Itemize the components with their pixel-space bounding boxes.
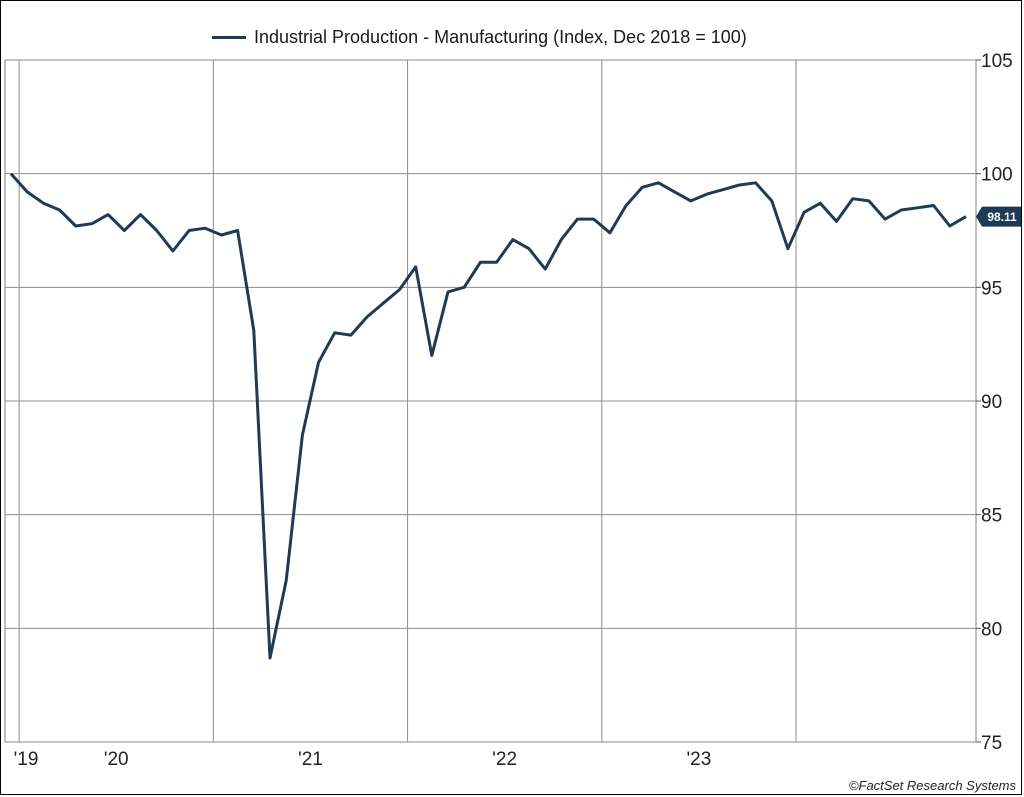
data-point [349,334,352,337]
data-point [317,361,320,364]
data-point [851,197,854,200]
data-point [268,656,271,659]
data-point [10,172,13,175]
credit-label: ©FactSet Research Systems [848,778,1016,793]
data-point [26,190,29,193]
data-point [123,229,126,232]
data-point [155,229,158,232]
y-tick-label: 95 [981,278,1002,299]
x-tick-label: '22 [492,749,517,770]
y-tick-label: 100 [981,165,1013,186]
data-point [90,222,93,225]
data-point [430,354,433,357]
data-point [819,202,822,205]
data-point [786,247,789,250]
legend: Industrial Production - Manufacturing (I… [212,26,747,48]
data-point [42,202,45,205]
x-tick-label: '19 [14,749,39,770]
data-point [706,193,709,196]
data-point [398,288,401,291]
data-point [74,224,77,227]
legend-swatch [212,35,246,39]
data-point [803,211,806,214]
data-point [689,199,692,202]
y-tick-label: 105 [981,51,1013,72]
series-line [9,172,967,660]
data-point [366,315,369,318]
data-point [544,268,547,271]
data-point [900,209,903,212]
data-point [592,218,595,221]
last-value-label: 98.11 [987,210,1017,224]
data-point [608,231,611,234]
data-point [511,238,514,241]
data-point [867,199,870,202]
data-point [657,181,660,184]
data-point [171,249,174,252]
data-point [948,224,951,227]
data-point [916,206,919,209]
y-tick-label: 80 [981,619,1002,640]
data-point [932,204,935,207]
data-point [220,234,223,237]
legend-label: Industrial Production - Manufacturing (I… [254,26,747,47]
data-point [495,261,498,264]
data-point [576,218,579,221]
data-point [382,302,385,305]
data-point [252,329,255,332]
data-point [139,213,142,216]
data-point [301,434,304,437]
data-point [835,220,838,223]
data-point [770,199,773,202]
data-point [204,227,207,230]
data-point [58,209,61,212]
data-point [673,190,676,193]
data-point [884,218,887,221]
x-tick-label: '23 [687,749,712,770]
data-point [333,331,336,334]
data-point [641,186,644,189]
data-point [447,290,450,293]
y-tick-label: 90 [981,392,1002,413]
data-point [236,229,239,232]
last-value-badge [976,206,1021,227]
data-point [722,188,725,191]
data-point [107,213,110,216]
y-tick-label: 85 [981,506,1002,527]
data-point [479,261,482,264]
data-point [414,265,417,268]
data-point [754,181,757,184]
data-point [527,247,530,250]
data-point [463,286,466,289]
y-tick-label: 75 [981,733,1002,754]
data-point [965,215,968,218]
data-point [738,184,741,187]
data-point [560,238,563,241]
data-point [188,229,191,232]
x-tick-label: '21 [298,749,323,770]
data-point [285,579,288,582]
x-tick-label: '20 [104,749,129,770]
data-point [625,204,628,207]
